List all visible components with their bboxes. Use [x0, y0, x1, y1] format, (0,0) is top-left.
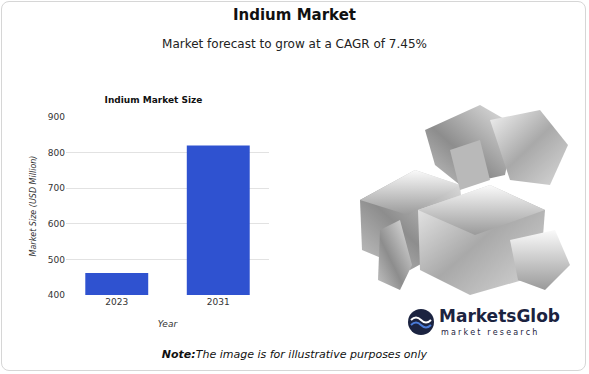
html-text:Indium Market: Indium Market [233, 6, 356, 24]
svg-text:2023: 2023 [105, 297, 128, 307]
svg-text:Market Size (USD Million): Market Size (USD Million) [29, 156, 38, 257]
svg-text:700: 700 [48, 183, 65, 193]
html-text:Market forecast to grow at a C: Market forecast to grow at a CAGR of 7.4… [162, 37, 427, 51]
svg-text:500: 500 [48, 255, 65, 265]
svg-text:600: 600 [48, 219, 65, 229]
svg-text:400: 400 [48, 290, 65, 300]
svg-text:2031: 2031 [207, 297, 230, 307]
html-text:Note: The image is for illustr: Note: The image is for illustrative purp… [161, 348, 428, 361]
svg-text:Indium Market Size: Indium Market Size [105, 95, 203, 105]
svg-text:800: 800 [48, 148, 65, 158]
svg-text:Year: Year [158, 319, 179, 329]
svg-text:900: 900 [48, 112, 65, 122]
html-text:MarketsGlob: MarketsGlob [439, 306, 560, 326]
html-text:market research: market research [441, 328, 540, 337]
